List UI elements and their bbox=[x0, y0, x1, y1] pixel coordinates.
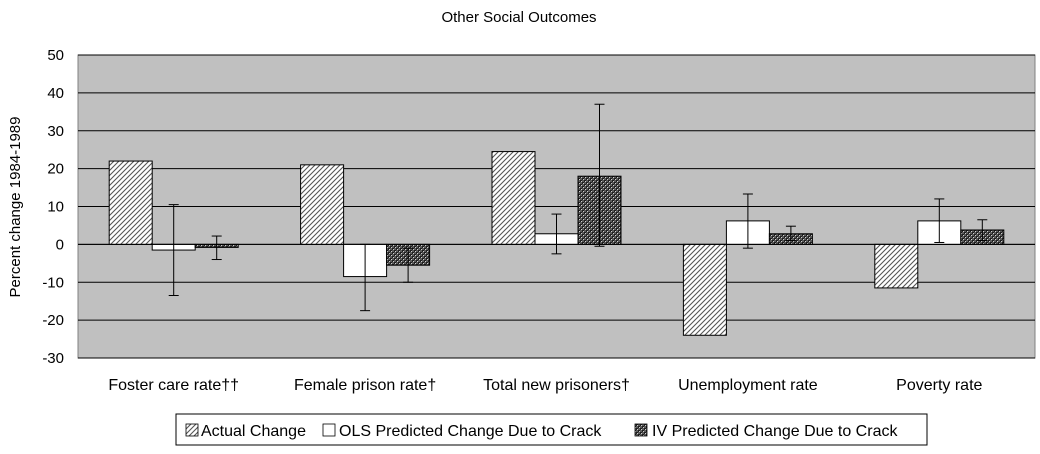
x-category-label: Poverty rate bbox=[896, 377, 982, 394]
legend-swatch-ols bbox=[322, 423, 336, 437]
x-category-label: Foster care rate†† bbox=[108, 377, 239, 394]
legend-box bbox=[175, 413, 928, 446]
error-bar-ols-predicted-change-due-to-crack-foster-care-rate bbox=[168, 204, 179, 297]
x-category-label: Unemployment rate bbox=[678, 377, 818, 394]
y-axis-label: Percent change 1984-1989 bbox=[7, 117, 24, 298]
y-tick-label: -10 bbox=[42, 274, 64, 291]
chart-title: Other Social Outcomes bbox=[441, 9, 596, 26]
y-tick-label: 10 bbox=[47, 199, 64, 216]
x-category-label: Female prison rate† bbox=[294, 377, 436, 394]
bar-actual-change-female-prison-rate bbox=[300, 164, 345, 245]
y-tick-label: 50 bbox=[47, 47, 64, 64]
legend-label-ols: OLS Predicted Change Due to Crack bbox=[339, 423, 602, 440]
y-tick-label: -20 bbox=[42, 312, 64, 329]
legend-label-actual-change: Actual Change bbox=[201, 423, 306, 440]
y-tick-label: 20 bbox=[47, 161, 64, 178]
y-tick-label: 40 bbox=[47, 85, 64, 102]
bar-actual-change-foster-care-rate bbox=[108, 160, 153, 245]
legend: Actual Change OLS Predicted Change Due t… bbox=[175, 413, 928, 446]
error-bar-ols-predicted-change-due-to-crack-total-new-prisoners bbox=[551, 213, 562, 255]
legend-swatch-actual-change bbox=[185, 423, 199, 437]
bar-actual-change-total-new-prisoners bbox=[491, 151, 536, 245]
y-tick-label: -30 bbox=[42, 350, 64, 367]
x-category-label: Total new prisoners† bbox=[483, 377, 630, 394]
error-bar-iv-predicted-change-due-to-crack-total-new-prisoners bbox=[594, 103, 605, 247]
error-bars bbox=[78, 103, 1035, 312]
legend-label-iv: IV Predicted Change Due to Crack bbox=[652, 423, 898, 440]
x-axis-category-labels: Foster care rate†† Female prison rate† Tot… bbox=[108, 377, 982, 394]
error-bar-ols-predicted-change-due-to-crack-unemployment-rate bbox=[742, 193, 753, 249]
error-bar-iv-predicted-change-due-to-crack-unemployment-rate bbox=[785, 225, 796, 242]
error-bar-iv-predicted-change-due-to-crack-foster-care-rate bbox=[211, 235, 222, 261]
y-axis-tick-labels: 50 40 30 20 10 0 -10 -20 -30 bbox=[42, 47, 64, 367]
bar-actual-change-unemployment-rate bbox=[682, 243, 727, 336]
error-bar-iv-predicted-change-due-to-crack-poverty-rate bbox=[977, 219, 988, 242]
y-tick-label: 0 bbox=[56, 236, 64, 253]
error-bar-iv-predicted-change-due-to-crack-female-prison-rate bbox=[403, 247, 414, 283]
y-tick-label: 30 bbox=[47, 123, 64, 140]
bar-actual-change-poverty-rate bbox=[874, 243, 919, 289]
legend-swatch-iv bbox=[634, 423, 648, 437]
error-bar-ols-predicted-change-due-to-crack-poverty-rate bbox=[934, 198, 945, 243]
